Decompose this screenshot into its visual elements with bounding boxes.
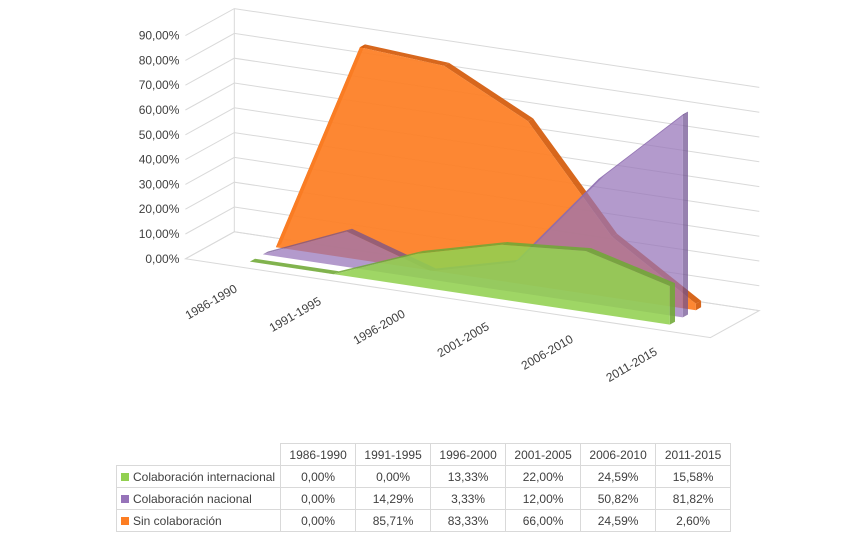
y-tick-label: 0,00% [145, 252, 179, 266]
gridlines [183, 8, 761, 339]
x-tick-label: 2006-2010 [519, 332, 576, 373]
y-tick-label: 40,00% [139, 153, 180, 167]
gridline [185, 8, 760, 88]
area-top-segment [443, 62, 534, 122]
data-table-column-header: 1996-2000 [430, 443, 507, 466]
data-table-column-header: 2001-2005 [505, 443, 582, 466]
data-table-cell: 85,71% [355, 509, 432, 532]
data-table-row: Colaboración nacional 0,00% 14,29% 3,33%… [115, 487, 732, 510]
area-front-face [249, 244, 670, 325]
x-tick-label: 1986-1990 [183, 281, 240, 322]
series-name: Colaboración internacional [133, 469, 276, 484]
data-table-column-header: 2011-2015 [655, 443, 732, 466]
x-tick-label: 1996-2000 [351, 307, 408, 348]
y-tick-label: 20,00% [139, 202, 180, 216]
y-tick-label: 30,00% [139, 177, 180, 191]
data-table-column-header: 1991-1995 [355, 443, 432, 466]
data-table-cell: 13,33% [430, 465, 507, 488]
area-top-segment [585, 248, 675, 286]
series-areas [249, 44, 702, 325]
area-top-segment [333, 250, 423, 275]
area-end-cap [669, 283, 675, 325]
x-tick-label: 2001-2005 [435, 319, 492, 360]
data-table-cell: 2,60% [655, 509, 732, 532]
floor-outline [183, 231, 761, 339]
data-table-cell: 24,59% [580, 509, 657, 532]
y-axis-ticks: 0,00% 10,00% 20,00% 30,00% 40,00% 50,00% 60,00… [139, 29, 180, 266]
data-table: 1986-1990 1991-1995 1996-2000 2001-2005 … [115, 443, 732, 532]
area-top-segment [417, 242, 507, 254]
data-table-cell: 0,00% [280, 509, 357, 532]
data-table-cell: 22,00% [505, 465, 582, 488]
data-table-cell: 14,29% [355, 487, 432, 510]
area-end-cap [682, 111, 688, 318]
area-end-cap [695, 300, 702, 311]
y-tick-label: 90,00% [139, 29, 180, 43]
area-top-segment [262, 228, 352, 255]
data-table-cell: 0,00% [280, 465, 357, 488]
legend-key-green [121, 472, 129, 481]
data-table-cell: 3,33% [430, 487, 507, 510]
legend-key-purple [121, 494, 129, 503]
data-table-cell: 66,00% [505, 509, 582, 532]
data-table-cell: 83,33% [430, 509, 507, 532]
data-table-header-row: 1986-1990 1991-1995 1996-2000 2001-2005 … [117, 443, 732, 466]
area-top-segment [501, 242, 591, 251]
y-tick-label: 80,00% [139, 53, 180, 67]
data-table-cell: 50,82% [580, 487, 657, 510]
data-table-column-header: 2006-2010 [580, 443, 657, 466]
legend-entry: Colaboración nacional [115, 487, 282, 510]
data-table-cell: 12,00% [505, 487, 582, 510]
data-table-cell: 0,00% [355, 465, 432, 488]
y-tick-label: 70,00% [139, 78, 180, 92]
y-tick-label: 50,00% [139, 128, 180, 142]
data-table-row: Sin colaboración 0,00% 85,71% 83,33% 66,… [115, 509, 732, 532]
series-name: Sin colaboración [133, 513, 222, 528]
data-table-row: Colaboración internacional 0,00% 0,00% 1… [115, 465, 732, 488]
data-table-cell: 81,82% [655, 487, 732, 510]
data-table-cell: 24,59% [580, 465, 657, 488]
y-tick-label: 60,00% [139, 103, 180, 117]
area-top-segment [359, 44, 450, 66]
data-table-cell: 15,58% [655, 465, 732, 488]
legend-entry: Colaboración internacional [115, 465, 282, 488]
legend-key-orange [121, 516, 129, 525]
area-top-segment [249, 258, 339, 275]
series-name: Colaboración nacional [133, 491, 252, 506]
y-tick-label: 10,00% [139, 227, 180, 241]
data-table-cell: 0,00% [280, 487, 357, 510]
x-tick-label: 2011-2015 [604, 344, 660, 385]
data-table-corner [117, 444, 281, 466]
chart-area: 0,00% 10,00% 20,00% 30,00% 40,00% 50,00% 60,00… [139, 8, 761, 385]
series-1 [249, 242, 675, 325]
x-tick-label: 1991-1995 [267, 294, 324, 335]
legend-entry: Sin colaboración [115, 509, 282, 532]
data-table-column-header: 1986-1990 [280, 443, 357, 466]
